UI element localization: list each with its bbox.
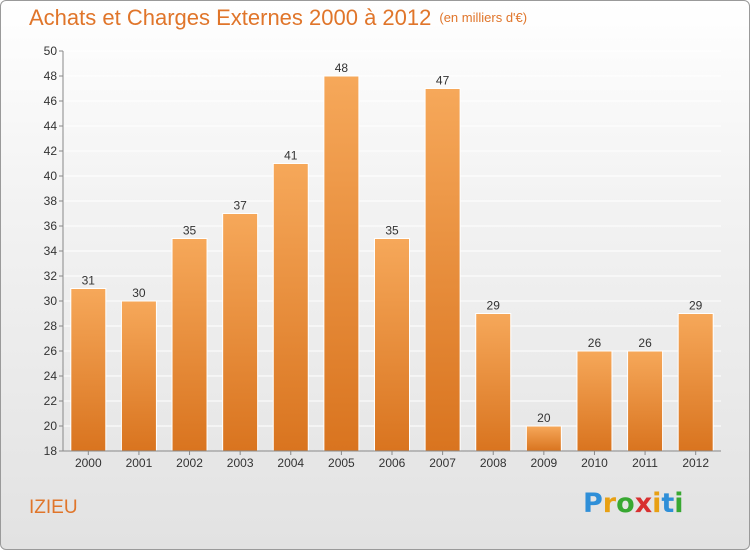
- logo-letter: P: [583, 488, 603, 519]
- logo-letter: r: [602, 488, 617, 519]
- value-label-2010: 26: [588, 336, 602, 350]
- y-axis-ticks: 18 20 22 24 26 28 30 32 34 36 38 40 42 44 46 48 50: [44, 44, 63, 458]
- value-label-2011: 26: [638, 336, 652, 350]
- y-tick-label: 22: [44, 394, 58, 408]
- proxiti-logo: Proxiti: [583, 488, 684, 519]
- x-tick-label-2012: 2012: [682, 456, 709, 470]
- bar-2000: [70, 288, 107, 452]
- x-tick-label-2007: 2007: [429, 456, 456, 470]
- y-tick-label: 46: [44, 94, 58, 108]
- x-tick-label-2005: 2005: [328, 456, 355, 470]
- x-tick-label-2001: 2001: [126, 456, 153, 470]
- x-axis-ticks: 2000 2001 2002 2003 2004 2005 2006 2007 2008 2009…: [75, 451, 709, 470]
- y-tick-label: 50: [44, 44, 58, 58]
- y-tick-label: 18: [44, 444, 58, 458]
- value-label-2003: 37: [233, 199, 247, 213]
- y-tick-label: 42: [44, 144, 58, 158]
- logo-letter: o: [616, 488, 635, 519]
- bar-2006: [374, 238, 410, 452]
- x-tick-label-2006: 2006: [379, 456, 406, 470]
- location-label: IZIEU: [29, 497, 78, 518]
- logo-letter: i: [652, 488, 662, 519]
- y-tick-label: 36: [44, 219, 58, 233]
- value-label-2012: 29: [689, 299, 703, 313]
- y-tick-label: 44: [44, 119, 58, 133]
- x-tick-label-2011: 2011: [632, 456, 658, 470]
- value-label-2007: 47: [436, 74, 450, 88]
- y-tick-label: 40: [44, 169, 58, 183]
- y-tick-label: 32: [44, 269, 58, 283]
- bar-2011: [627, 350, 664, 452]
- value-label-2001: 30: [132, 286, 146, 300]
- bar-2005: [323, 75, 360, 452]
- y-tick-label: 38: [44, 194, 58, 208]
- value-label-2008: 29: [487, 299, 501, 313]
- y-tick-label: 28: [44, 319, 58, 333]
- axes: [62, 51, 721, 452]
- value-labels: 31 30 35 37 41 48 35 47 29 20 26 26 29: [82, 61, 703, 425]
- x-tick-label-2010: 2010: [581, 456, 608, 470]
- value-label-2002: 35: [183, 224, 197, 238]
- x-tick-label-2009: 2009: [530, 456, 557, 470]
- logo-letter: i: [674, 488, 684, 519]
- bar-2002: [171, 238, 208, 452]
- bar-2007: [424, 88, 461, 452]
- bar-2001: [120, 300, 157, 452]
- x-tick-label-2000: 2000: [75, 456, 102, 470]
- bar-2008: [475, 313, 512, 452]
- x-tick-label-2002: 2002: [176, 456, 203, 470]
- value-label-2000: 31: [82, 274, 96, 288]
- bar-2009: [525, 425, 562, 452]
- bar-2010: [576, 350, 613, 452]
- y-tick-label: 30: [44, 294, 58, 308]
- value-label-2006: 35: [385, 224, 399, 238]
- bars: [70, 75, 714, 452]
- bar-2004: [272, 163, 309, 452]
- y-tick-label: 20: [44, 419, 58, 433]
- chart-subtitle: (en milliers d'€): [439, 10, 528, 25]
- chart-title: Achats et Charges Externes 2000 à 2012 (e…: [29, 5, 527, 31]
- x-tick-label-2008: 2008: [480, 456, 507, 470]
- bar-2012: [677, 313, 714, 452]
- logo-letter: t: [661, 488, 675, 519]
- x-tick-label-2004: 2004: [277, 456, 304, 470]
- y-tick-label: 48: [44, 69, 58, 83]
- value-label-2004: 41: [284, 149, 298, 163]
- bar-2003: [222, 213, 259, 452]
- y-tick-label: 24: [44, 369, 58, 383]
- value-label-2005: 48: [335, 61, 349, 75]
- y-tick-label: 34: [44, 244, 58, 258]
- value-label-2009: 20: [537, 411, 551, 425]
- x-tick-label-2003: 2003: [227, 456, 254, 470]
- y-tick-label: 26: [44, 344, 58, 358]
- logo-letter: x: [634, 488, 653, 519]
- chart-title-text: Achats et Charges Externes 2000 à 2012: [29, 5, 432, 30]
